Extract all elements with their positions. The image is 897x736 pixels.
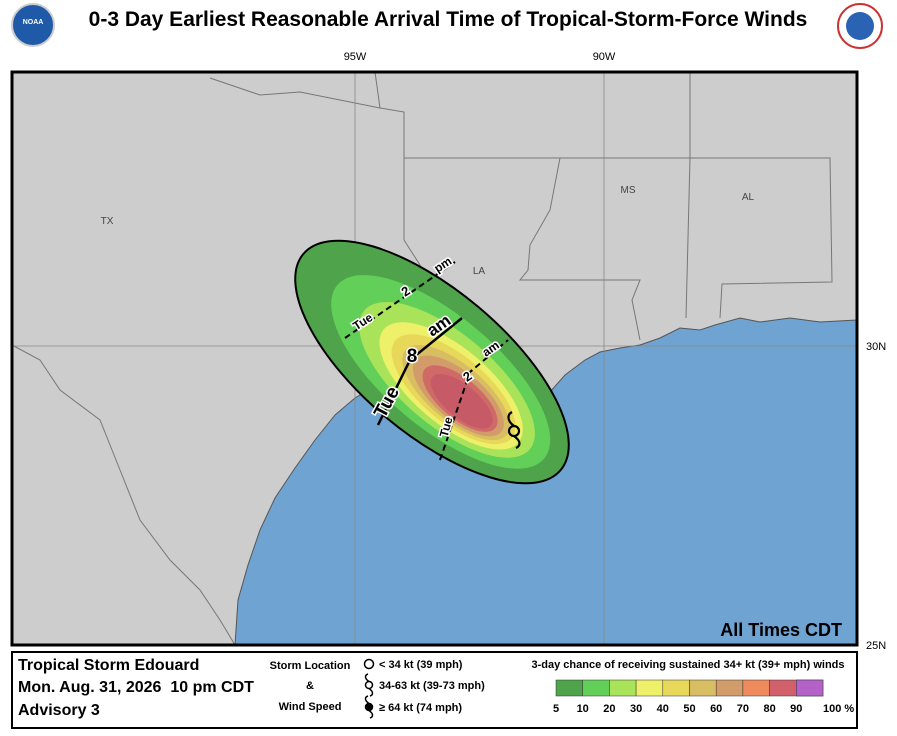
legend-heading: &	[306, 680, 314, 692]
state-label: LA	[473, 266, 486, 277]
map: TX LA MS AL Tue 2 pm Tue 8 am Tue 2 am	[12, 72, 857, 645]
arrival-line	[439, 339, 509, 461]
scale-label: 90	[790, 703, 802, 715]
title: 0-3 Day Earliest Reasonable Arrival Time…	[89, 8, 808, 31]
lat-label: 25N	[866, 640, 886, 652]
scale-swatch	[609, 679, 637, 697]
symbol-ts	[364, 673, 374, 697]
symbol-label: < 34 kt (39 mph)	[379, 659, 463, 671]
contour	[430, 373, 493, 429]
scale-swatch	[635, 679, 664, 697]
scale-label: 80	[763, 703, 775, 715]
scale-title: 3-day chance of receiving sustained 34+ …	[532, 659, 845, 671]
scale-swatch	[796, 679, 824, 697]
scale-label: 70	[737, 703, 749, 715]
scale-label: 50	[683, 703, 695, 715]
lon-label: 90W	[593, 51, 616, 63]
arrival-line	[376, 317, 463, 426]
scale-label: 10	[577, 703, 589, 715]
advisory-number: Advisory 3	[18, 702, 100, 719]
scale-swatch	[689, 679, 717, 697]
legend-heading: Wind Speed	[279, 701, 342, 713]
advisory-date: Mon. Aug. 31, 2026 10 pm CDT	[18, 679, 254, 696]
scale-label: 100 %	[823, 703, 854, 715]
scale-swatch	[555, 679, 583, 697]
symbol-weak	[363, 658, 375, 670]
time-note: All Times CDT	[720, 620, 842, 640]
color-scale: 5 10 20 30 40 50 60 70 80 90 100 %	[553, 679, 854, 715]
state-label: TX	[101, 216, 114, 227]
scale-label: 60	[710, 703, 722, 715]
scale-swatch	[715, 679, 744, 697]
symbol-hurricane	[364, 695, 374, 719]
legend: Tropical Storm Edouard Mon. Aug. 31, 202…	[11, 651, 858, 729]
scale-label: 5	[553, 703, 559, 715]
noaa-text: NOAA	[23, 19, 44, 26]
arrival-hour: 8	[407, 346, 418, 367]
symbol-label: 34-63 kt (39-73 mph)	[379, 680, 485, 692]
scale-label: 40	[657, 703, 669, 715]
map-frame	[10, 70, 859, 647]
storm-name: Tropical Storm Edouard	[18, 657, 199, 674]
scale-swatch	[582, 679, 610, 697]
state-label: AL	[742, 192, 755, 203]
state-border	[404, 157, 641, 341]
country-border	[12, 344, 236, 645]
symbol-label: ≥ 64 kt (74 mph)	[379, 702, 462, 714]
scale-swatch	[742, 679, 770, 697]
scale-label: 20	[603, 703, 615, 715]
nws-logo	[837, 3, 883, 49]
lat-label: 30N	[866, 341, 886, 353]
storm-symbol	[507, 411, 521, 449]
scale-swatch	[662, 679, 690, 697]
state-label: MS	[621, 185, 636, 196]
legend-heading: Storm Location	[270, 660, 351, 672]
state-border	[374, 72, 381, 109]
noaa-logo: NOAA	[11, 3, 55, 47]
state-border	[689, 72, 833, 319]
arrival-line	[344, 261, 456, 339]
scale-swatch	[769, 679, 797, 697]
lon-label: 95W	[344, 51, 367, 63]
scale-label: 30	[630, 703, 642, 715]
